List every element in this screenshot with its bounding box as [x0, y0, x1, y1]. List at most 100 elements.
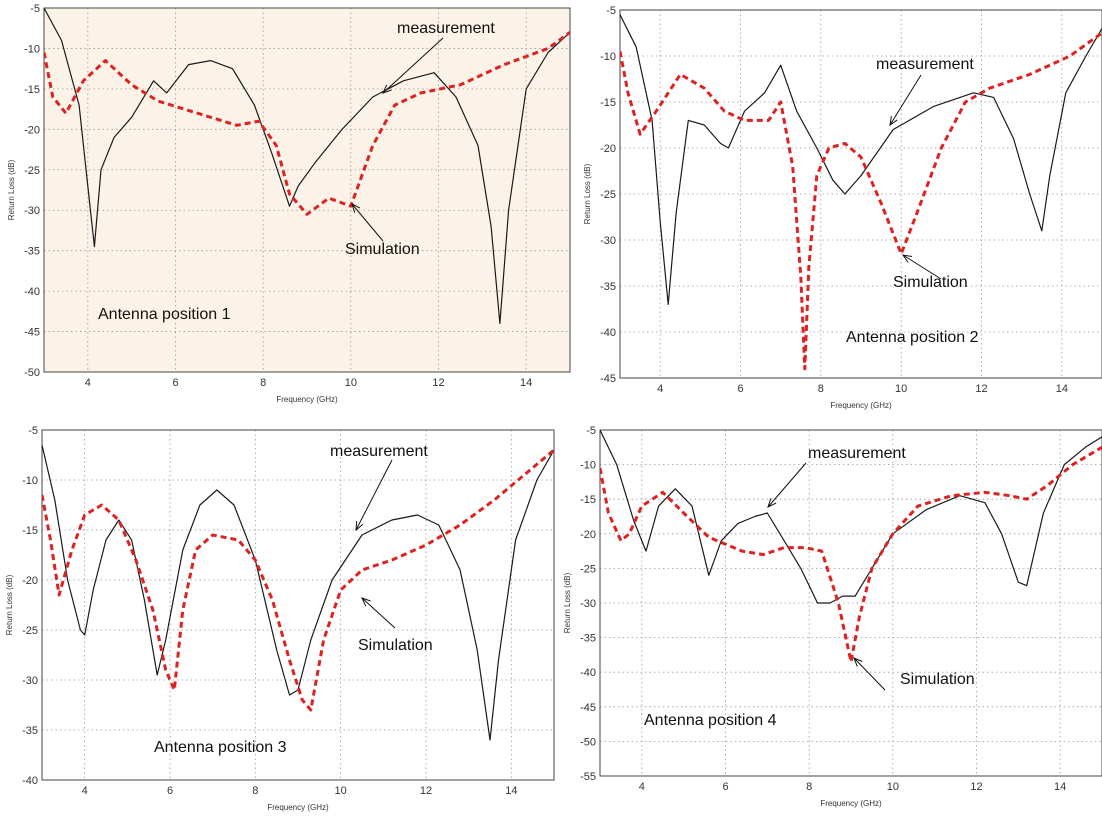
measurement-line — [620, 14, 1102, 305]
y-tick-label: -35 — [600, 281, 616, 293]
simulation-annotation: Simulation — [893, 274, 968, 291]
x-axis-label: Frequency (GHz) — [267, 803, 329, 812]
simulation-arrow — [901, 254, 942, 280]
y-tick-label: -15 — [22, 525, 38, 537]
x-tick-label: 6 — [167, 785, 173, 797]
y-tick-label: -25 — [24, 165, 40, 177]
y-tick-label: -20 — [24, 124, 40, 136]
y-tick-label: -15 — [24, 84, 40, 96]
x-tick-label: 4 — [639, 781, 645, 793]
measurement-line — [44, 8, 570, 325]
y-tick-label: -10 — [580, 460, 596, 472]
plot-area — [42, 430, 554, 780]
y-tick-label: -10 — [22, 475, 38, 487]
x-tick-label: 14 — [1056, 383, 1068, 395]
y-axis-label: Return Loss (dB) — [5, 574, 14, 635]
y-tick-label: -35 — [22, 725, 38, 737]
simulation-arrow — [361, 597, 396, 629]
x-axis-label: Frequency (GHz) — [276, 395, 338, 404]
measurement-annotation: measurement — [397, 20, 495, 37]
x-tick-label: 14 — [520, 377, 532, 389]
y-tick-label: -5 — [606, 5, 616, 17]
y-tick-label: -30 — [580, 598, 596, 610]
x-tick-label: 14 — [1054, 781, 1066, 793]
x-tick-label: 12 — [420, 785, 432, 797]
simulation-line — [42, 448, 554, 712]
x-tick-label: 8 — [806, 781, 812, 793]
y-tick-label: -5 — [28, 425, 38, 437]
x-tick-label: 8 — [260, 377, 266, 389]
y-tick-label: -5 — [586, 425, 596, 437]
x-tick-label: 4 — [82, 785, 88, 797]
x-tick-label: 8 — [818, 383, 824, 395]
x-tick-label: 6 — [172, 377, 178, 389]
x-tick-label: 12 — [975, 383, 987, 395]
y-tick-label: -20 — [22, 575, 38, 587]
x-tick-label: 10 — [895, 383, 907, 395]
measurement-arrow — [355, 459, 393, 532]
y-tick-label: -55 — [580, 771, 596, 783]
plot-frame — [41, 429, 555, 781]
y-tick-label: -30 — [600, 235, 616, 247]
measurement-arrow — [382, 37, 444, 94]
y-tick-label: -40 — [24, 286, 40, 298]
y-tick-label: -10 — [600, 51, 616, 63]
measurement-annotation: measurement — [876, 56, 974, 73]
chart-svg: 4 6 8 10 12 14 -5 -10 -15 -20 -25 -30 -35 -40 -45 -50 Fr… — [7, 3, 571, 404]
plot-frame — [43, 7, 571, 373]
x-tick-label: 10 — [345, 377, 357, 389]
x-tick-label: 14 — [505, 785, 517, 797]
antenna-position-label: Antenna position 1 — [98, 306, 231, 323]
plot-area — [44, 8, 570, 372]
y-tick-label: -25 — [580, 563, 596, 575]
chart-svg: 4 6 8 10 12 14 -5 -10 -15 -20 -25 -30 -35 -40 -45 Frequ… — [583, 5, 1102, 410]
antenna-position-label: Antenna position 4 — [644, 712, 777, 729]
y-tick-label: -40 — [580, 667, 596, 679]
chart-svg: 4 6 8 10 12 14 -5 -10 -15 -20 -25 -30 -35 -40 Frequenc… — [5, 425, 555, 812]
y-tick-label: -50 — [580, 736, 596, 748]
chart-panel-4: 4 6 8 10 12 14 -5 -10 -15 -20 -25 -30 -35 -40 -45 -50 -5… — [560, 418, 1102, 820]
y-tick-label: -30 — [22, 675, 38, 687]
measurement-arrow — [767, 462, 807, 508]
plot-area — [600, 430, 1102, 776]
x-tick-label: 6 — [737, 383, 743, 395]
simulation-line — [44, 31, 570, 216]
simulation-annotation: Simulation — [900, 671, 975, 688]
x-tick-label: 12 — [432, 377, 444, 389]
measurement-arrow — [889, 74, 922, 127]
simulation-arrow — [351, 203, 384, 242]
antenna-position-label: Antenna position 2 — [846, 329, 979, 346]
y-axis-label: Return Loss (dB) — [563, 572, 572, 633]
simulation-annotation: Simulation — [345, 241, 420, 258]
x-tick-label: 4 — [85, 377, 91, 389]
chart-panel-3: 4 6 8 10 12 14 -5 -10 -15 -20 -25 -30 -35 -40 Frequenc… — [0, 418, 560, 820]
measurement-annotation: measurement — [330, 443, 428, 460]
x-axis-label: Frequency (GHz) — [820, 799, 882, 808]
x-tick-label: 8 — [252, 785, 258, 797]
y-tick-label: -45 — [24, 327, 40, 339]
simulation-annotation: Simulation — [358, 637, 433, 654]
chart-svg: 4 6 8 10 12 14 -5 -10 -15 -20 -25 -30 -35 -40 -45 -50 -5… — [563, 425, 1102, 808]
y-tick-label: -45 — [580, 702, 596, 714]
y-tick-label: -10 — [24, 43, 40, 55]
y-tick-label: -45 — [600, 373, 616, 385]
simulation-line — [600, 446, 1102, 664]
y-axis-label: Return Loss (dB) — [7, 159, 16, 220]
y-tick-label: -50 — [24, 367, 40, 379]
measurement-line — [600, 430, 1102, 604]
antenna-position-label: Antenna position 3 — [154, 739, 287, 756]
y-tick-label: -40 — [22, 775, 38, 787]
y-axis-label: Return Loss (dB) — [583, 163, 592, 224]
chart-panel-1: 4 6 8 10 12 14 -5 -10 -15 -20 -25 -30 -35 -40 -45 -50 Fr… — [0, 0, 571, 412]
y-tick-label: -35 — [24, 246, 40, 258]
y-tick-label: -20 — [600, 143, 616, 155]
x-tick-label: 6 — [722, 781, 728, 793]
simulation-line — [620, 31, 1102, 371]
plot-frame — [619, 9, 1102, 379]
x-tick-label: 4 — [657, 383, 663, 395]
y-tick-label: -25 — [22, 625, 38, 637]
x-tick-label: 10 — [335, 785, 347, 797]
measurement-annotation: measurement — [808, 445, 906, 462]
y-tick-label: -5 — [30, 3, 40, 15]
x-tick-label: 12 — [970, 781, 982, 793]
